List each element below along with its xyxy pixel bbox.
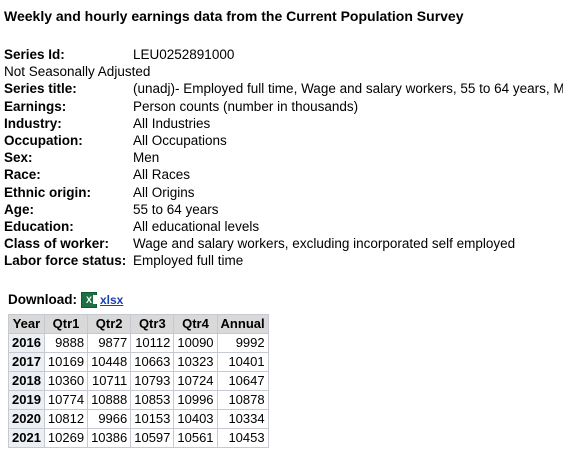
- series-id-row: Series Id: LEU0252891000: [4, 46, 559, 63]
- year-cell: 2017: [8, 351, 45, 372]
- metadata-label: Age:: [4, 201, 34, 217]
- metadata-value: Men: [133, 150, 160, 166]
- value-cell: 10878: [216, 389, 269, 410]
- value-cell: 10153: [130, 408, 175, 429]
- metadata-value: All Industries: [133, 115, 211, 131]
- table-row: 2018 10360 10711 10793 10724 10647: [8, 370, 269, 391]
- excel-icon[interactable]: X: [81, 291, 97, 308]
- metadata-label: Class of worker:: [4, 236, 110, 252]
- header-qtr1: Qtr1: [43, 313, 89, 334]
- metadata-value: All Races: [133, 167, 191, 183]
- value-cell: 10448: [87, 351, 132, 372]
- value-cell: 10774: [43, 389, 89, 410]
- year-cell: 2021: [8, 427, 45, 448]
- series-id-label: Series Id:: [4, 47, 65, 62]
- metadata-label: Earnings:: [4, 98, 67, 114]
- table-row: 2020 10812 9966 10153 10403 10334: [8, 408, 269, 429]
- value-cell: 10711: [87, 370, 132, 391]
- value-cell: 10793: [130, 370, 175, 391]
- metadata-row: Labor force status: Employed full time: [4, 252, 559, 269]
- header-year: Year: [8, 313, 45, 334]
- metadata-value: 55 to 64 years: [133, 201, 219, 217]
- metadata-label: Sex:: [4, 150, 33, 166]
- metadata-row: Education: All educational levels: [4, 218, 559, 235]
- value-cell: 10561: [173, 427, 218, 448]
- year-cell: 2019: [8, 389, 45, 410]
- value-cell: 9966: [87, 408, 132, 429]
- metadata-label: Industry:: [4, 115, 62, 131]
- metadata-label: Labor force status:: [4, 253, 127, 269]
- metadata-label: Education:: [4, 219, 74, 235]
- value-cell: 10996: [173, 389, 218, 410]
- xlsx-download-link[interactable]: xlsx: [100, 292, 124, 307]
- download-label: Download:: [8, 292, 77, 308]
- metadata-value: (unadj)- Employed full time, Wage and sa…: [133, 81, 563, 97]
- value-cell: 10090: [173, 332, 218, 353]
- data-table: Year Qtr1 Qtr2 Qtr3 Qtr4 Annual 2016 9888…: [8, 313, 269, 448]
- table-row: 2019 10774 10888 10853 10996 10878: [8, 389, 269, 410]
- value-cell: 10269: [43, 427, 89, 448]
- download-section: Download: X xlsx: [8, 291, 559, 308]
- value-cell: 10169: [43, 351, 89, 372]
- metadata-row: Earnings: Person counts (number in thousa…: [4, 98, 559, 115]
- table-header-row: Year Qtr1 Qtr2 Qtr3 Qtr4 Annual: [8, 313, 269, 334]
- value-cell: 9992: [216, 332, 269, 353]
- metadata-value: All Origins: [133, 184, 195, 200]
- value-cell: 10888: [87, 389, 132, 410]
- header-qtr3: Qtr3: [130, 313, 175, 334]
- metadata-row: Class of worker: Wage and salary workers,…: [4, 235, 559, 252]
- value-cell: 10597: [130, 427, 175, 448]
- metadata-row: Sex: Men: [4, 149, 559, 166]
- metadata-label: Ethnic origin:: [4, 184, 91, 200]
- table-row: 2016 9888 9877 10112 10090 9992: [8, 332, 269, 353]
- year-cell: 2018: [8, 370, 45, 391]
- metadata-value: Wage and salary workers, excluding incor…: [133, 236, 516, 252]
- metadata-row: Series title: (unadj)- Employed full time…: [4, 80, 563, 97]
- value-cell: 10853: [130, 389, 175, 410]
- metadata-row: Race: All Races: [4, 166, 559, 183]
- value-cell: 10360: [43, 370, 89, 391]
- metadata-row: Age: 55 to 64 years: [4, 201, 559, 218]
- metadata-value: All educational levels: [133, 219, 260, 235]
- table-row: 2021 10269 10386 10597 10561 10453: [8, 427, 269, 448]
- value-cell: 9877: [87, 332, 132, 353]
- value-cell: 9888: [43, 332, 89, 353]
- value-cell: 10401: [216, 351, 269, 372]
- header-qtr4: Qtr4: [173, 313, 218, 334]
- value-cell: 10334: [216, 408, 269, 429]
- value-cell: 10403: [173, 408, 218, 429]
- page: Weekly and hourly earnings data from the…: [4, 8, 563, 448]
- seasonal-adjustment: Not Seasonally Adjusted: [4, 64, 151, 80]
- year-cell: 2020: [8, 408, 45, 429]
- series-metadata: Series Id: LEU0252891000 Not Seasonally …: [4, 46, 563, 270]
- metadata-label: Occupation:: [4, 133, 83, 149]
- page-title: Weekly and hourly earnings data from the…: [4, 8, 464, 24]
- header-annual: Annual: [216, 313, 269, 334]
- table-body: 2016 9888 9877 10112 10090 9992 2017 10169 10448…: [8, 332, 269, 448]
- value-cell: 10453: [216, 427, 269, 448]
- value-cell: 10724: [173, 370, 218, 391]
- metadata-value: Employed full time: [133, 253, 244, 269]
- metadata-value: All Occupations: [133, 133, 227, 149]
- metadata-value: Person counts (number in thousands): [133, 98, 359, 114]
- header-qtr2: Qtr2: [87, 313, 132, 334]
- metadata-row: Industry: All Industries: [4, 115, 559, 132]
- metadata-label: Race:: [4, 167, 41, 183]
- value-cell: 10386: [87, 427, 132, 448]
- value-cell: 10112: [130, 332, 175, 353]
- metadata-list: Series title: (unadj)- Employed full time…: [4, 80, 563, 269]
- value-cell: 10323: [173, 351, 218, 372]
- value-cell: 10647: [216, 370, 269, 391]
- value-cell: 10812: [43, 408, 89, 429]
- series-id-value: LEU0252891000: [133, 47, 235, 62]
- metadata-row: Ethnic origin: All Origins: [4, 184, 559, 201]
- table-row: 2017 10169 10448 10663 10323 10401: [8, 351, 269, 372]
- year-cell: 2016: [8, 332, 45, 353]
- metadata-label: Series title:: [4, 81, 77, 97]
- value-cell: 10663: [130, 351, 175, 372]
- metadata-row: Occupation: All Occupations: [4, 132, 559, 149]
